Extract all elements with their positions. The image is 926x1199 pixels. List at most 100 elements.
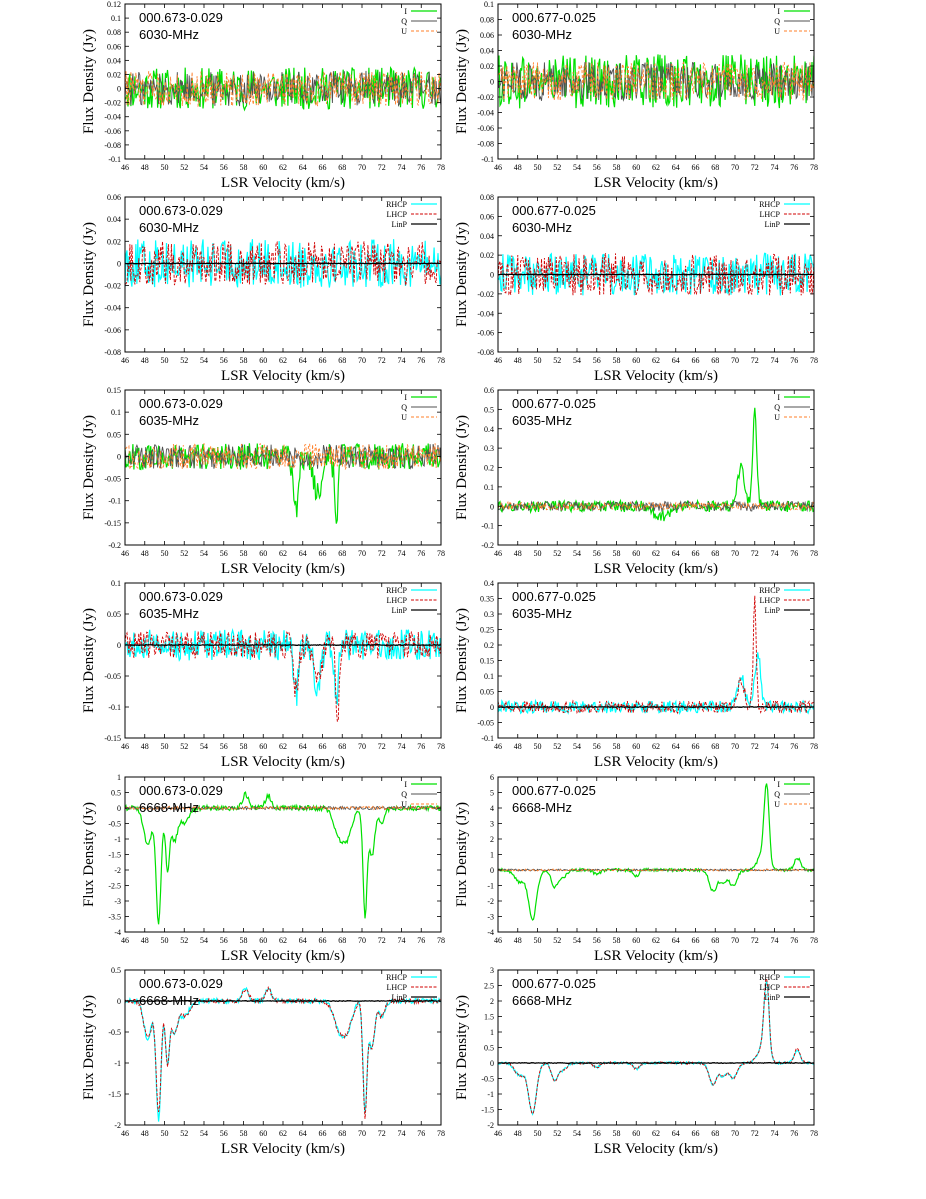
x-tick-label: 58 — [613, 1129, 621, 1138]
source-label: 000.673-0.029 — [139, 976, 223, 991]
y-tick-label: 0.02 — [107, 237, 121, 246]
x-tick-2: 50 — [161, 4, 169, 172]
x-tick-label: 48 — [514, 163, 522, 172]
x-tick-label: 74 — [398, 356, 406, 365]
x-tick-4: 54 — [573, 4, 581, 172]
x-tick-15: 76 — [417, 4, 425, 172]
x-tick-12: 70 — [358, 970, 366, 1138]
x-tick-0: 46 — [494, 777, 502, 945]
source-label: 000.677-0.025 — [512, 203, 596, 218]
y-tick-9: 0.08 — [480, 16, 814, 25]
y-tick-9: 2.5 — [484, 982, 814, 991]
x-axis-title: LSR Velocity (km/s) — [594, 175, 718, 191]
x-tick-14: 74 — [398, 970, 406, 1138]
x-tick-0: 46 — [121, 390, 129, 558]
x-tick-8: 62 — [652, 197, 660, 365]
y-tick-label: 0.2 — [484, 641, 494, 650]
x-axis-title: LSR Velocity (km/s) — [594, 1141, 718, 1157]
y-tick-label: -2 — [114, 1121, 121, 1130]
x-tick-13: 72 — [378, 583, 386, 751]
x-tick-3: 52 — [553, 4, 561, 172]
x-tick-label: 50 — [534, 163, 542, 172]
x-tick-label: 64 — [672, 936, 680, 945]
y-tick-6: 0.02 — [480, 62, 814, 71]
y-tick-1: -0.08 — [104, 141, 441, 150]
legend-entry-lhcp: LHCP — [760, 983, 810, 992]
series-i-line — [125, 791, 441, 925]
spectrum-panel-1: 46 48 50 52 54 56 58 60 62 64 66 68 70 72 74 76 78 -0.1 -0… — [454, 0, 818, 191]
x-tick-6: 58 — [240, 390, 248, 558]
y-tick-label: -0.1 — [108, 155, 121, 164]
x-tick-0: 46 — [494, 583, 502, 751]
x-tick-label: 78 — [437, 549, 445, 558]
y-tick-label: 0.35 — [480, 595, 494, 604]
x-tick-10: 66 — [319, 390, 327, 558]
x-tick-label: 50 — [161, 936, 169, 945]
y-tick-6: 0.1 — [111, 408, 441, 417]
spectrum-panel-4: 46 48 50 52 54 56 58 60 62 64 66 68 70 72 74 76 78 -0.2 -0… — [81, 386, 445, 577]
x-tick-label: 50 — [534, 356, 542, 365]
x-tick-10: 66 — [692, 4, 700, 172]
y-axis-title: Flux Density (Jy) — [454, 608, 470, 713]
x-tick-label: 76 — [417, 549, 425, 558]
x-tick-9: 64 — [672, 197, 680, 365]
y-axis-title: Flux Density (Jy) — [81, 608, 97, 713]
x-tick-2: 50 — [534, 583, 542, 751]
y-tick-0: -0.08 — [477, 348, 814, 357]
x-tick-label: 46 — [121, 356, 129, 365]
y-tick-label: 4 — [490, 804, 494, 813]
x-tick-2: 50 — [161, 390, 169, 558]
series-linp-line — [125, 999, 441, 1003]
y-axis-title: Flux Density (Jy) — [454, 995, 470, 1100]
x-tick-label: 68 — [711, 549, 719, 558]
x-tick-11: 68 — [338, 197, 346, 365]
x-axis-title: LSR Velocity (km/s) — [221, 948, 345, 964]
y-tick-label: 0.15 — [480, 657, 494, 666]
y-tick-3: -0.05 — [104, 475, 441, 484]
series-rhcp-line — [498, 252, 814, 296]
x-tick-label: 62 — [652, 1129, 660, 1138]
y-tick-1: -0.06 — [477, 329, 814, 338]
x-tick-label: 56 — [220, 549, 228, 558]
x-tick-label: 74 — [398, 1129, 406, 1138]
x-tick-16: 78 — [437, 197, 445, 365]
y-tick-1: -0.05 — [477, 719, 814, 728]
x-tick-4: 54 — [200, 390, 208, 558]
x-tick-13: 72 — [751, 583, 759, 751]
y-tick-1: -0.08 — [477, 140, 814, 149]
x-tick-0: 46 — [494, 197, 502, 365]
legend-entry-q: Q — [401, 790, 437, 799]
y-tick-7: 0.04 — [107, 56, 441, 65]
x-tick-label: 72 — [378, 356, 386, 365]
x-tick-label: 58 — [240, 1129, 248, 1138]
y-tick-4: 0 — [117, 259, 441, 268]
x-tick-label: 68 — [338, 549, 346, 558]
x-tick-9: 64 — [299, 4, 307, 172]
x-tick-label: 46 — [121, 163, 129, 172]
x-tick-2: 50 — [534, 197, 542, 365]
y-tick-label: -0.2 — [481, 541, 494, 550]
y-tick-label: -0.04 — [104, 113, 121, 122]
y-tick-label: -1.5 — [108, 851, 121, 860]
x-tick-6: 58 — [240, 583, 248, 751]
legend-label: RHCP — [386, 973, 407, 982]
y-tick-6: 0.04 — [107, 215, 441, 224]
legend-label: I — [777, 780, 780, 789]
x-tick-7: 60 — [259, 4, 267, 172]
x-tick-label: 50 — [534, 742, 542, 751]
x-tick-label: 76 — [790, 356, 798, 365]
y-tick-3: -1 — [487, 882, 814, 891]
y-tick-5: 0.15 — [480, 657, 814, 666]
x-tick-2: 50 — [534, 970, 542, 1138]
x-axis-title: LSR Velocity (km/s) — [221, 368, 345, 384]
x-tick-label: 56 — [593, 549, 601, 558]
x-tick-13: 72 — [378, 390, 386, 558]
x-tick-3: 52 — [180, 777, 188, 945]
x-tick-label: 70 — [731, 742, 739, 751]
x-tick-8: 62 — [279, 390, 287, 558]
y-tick-label: -0.06 — [104, 127, 121, 136]
x-tick-1: 48 — [141, 777, 149, 945]
x-tick-label: 56 — [593, 742, 601, 751]
x-tick-4: 54 — [200, 197, 208, 365]
y-tick-label: 0 — [117, 804, 121, 813]
